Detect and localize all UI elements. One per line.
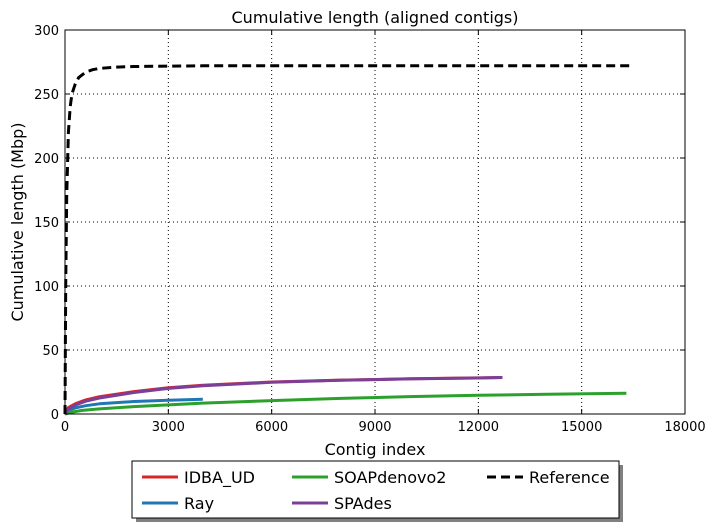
legend-items: IDBA_UD Ray SOAPdenovo2 SPAdes Reference [142,468,610,513]
legend-entry: Reference [487,468,610,487]
x-tick-label: 9000 [358,420,391,435]
y-tick-label: 50 [42,344,59,359]
chart-title: Cumulative length (aligned contigs) [232,8,519,27]
legend-label: Reference [529,468,610,487]
y-tick-label: 200 [34,152,59,167]
legend-entry: SPAdes [292,494,392,513]
series-line-reference [63,64,630,415]
legend-entry: IDBA_UD [142,468,255,488]
series-line-spades [63,376,503,415]
legend: IDBA_UD Ray SOAPdenovo2 SPAdes Reference [131,460,623,522]
y-tick-label: 300 [34,24,59,39]
legend-entry: SOAPdenovo2 [292,468,446,487]
x-tick-label: 18000 [664,420,705,435]
x-axis-label: Contig index [325,440,426,459]
legend-label: SPAdes [334,494,392,513]
legend-label: SOAPdenovo2 [334,468,446,487]
x-tick-label: 3000 [152,420,185,435]
x-tick-label: 15000 [561,420,602,435]
y-tick-label: 0 [51,408,59,423]
series-line-soapdenovo2 [64,391,627,416]
legend-entry: Ray [142,494,214,513]
grid [65,30,685,414]
ticks: 0 3000 6000 9000 12000 15000 18000 0 50 100 150 200… [34,24,706,435]
y-tick-label: 150 [34,216,59,231]
y-tick-label: 100 [34,280,59,295]
series-layer [63,64,630,416]
y-tick-label: 250 [34,88,59,103]
legend-label: Ray [184,494,214,513]
x-tick-label: 0 [61,420,69,435]
legend-label: IDBA_UD [184,468,255,488]
legend-box [131,460,620,519]
x-tick-label: 12000 [458,420,499,435]
x-tick-label: 6000 [255,420,288,435]
y-axis-label: Cumulative length (Mbp) [8,122,27,321]
